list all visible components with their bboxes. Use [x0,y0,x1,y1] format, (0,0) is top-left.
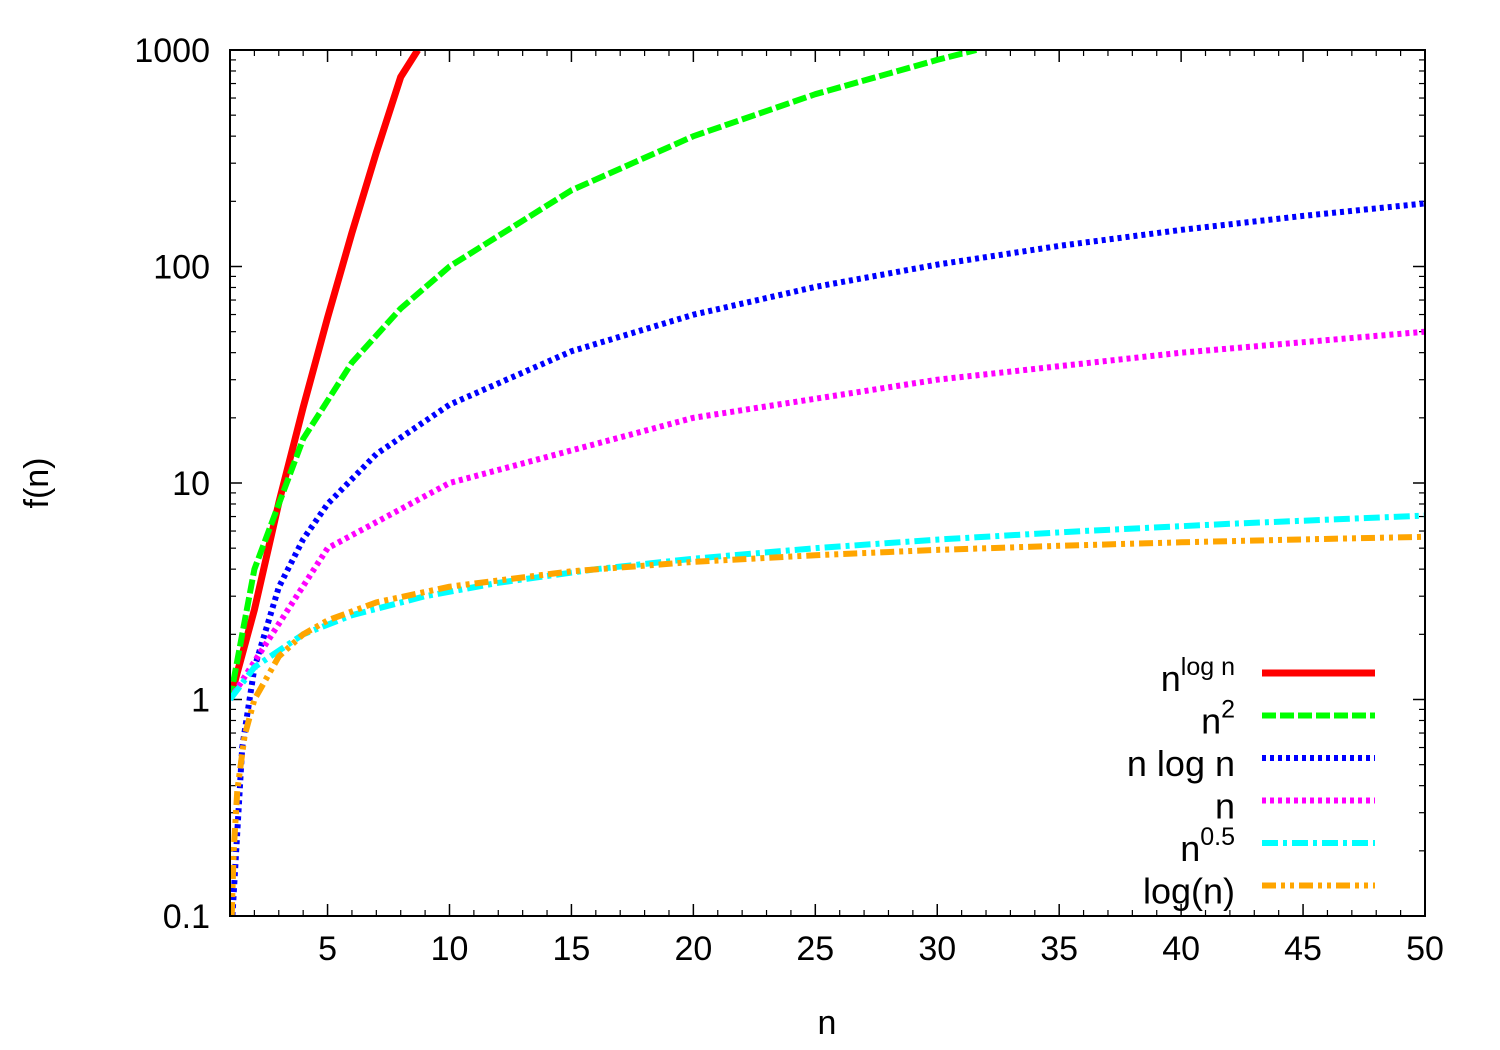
x-tick-label: 15 [553,930,591,968]
legend-label: n log n [1127,743,1235,784]
y-tick-label: 1 [191,682,210,720]
x-tick-label: 5 [318,930,337,968]
y-tick-label: 100 [153,249,210,287]
y-tick-label: 0.1 [163,898,210,936]
x-tick-label: 25 [796,930,834,968]
x-tick-label: 30 [918,930,956,968]
series-line-n-log-n [230,200,1425,916]
series-line-n-log-n [230,50,421,701]
x-tick-label: 10 [431,930,469,968]
x-tick-label: 35 [1040,930,1078,968]
x-axis-title: n [818,1004,837,1042]
tick-labels: 5 10 15 20 25 30 35 40 45 50 0.1 1 10 100 1000 [134,32,1444,968]
plot-frame [229,49,1426,917]
y-axis-title: f(n) [18,458,56,509]
series-layer [230,50,1425,916]
legend-label: n [1215,786,1235,827]
y-tick-label: 1000 [134,32,210,70]
x-tick-label: 20 [674,930,712,968]
y-tick-label: 10 [172,465,210,503]
x-tick-label: 45 [1284,930,1322,968]
x-tick-label: 40 [1162,930,1200,968]
series-line-log-n- [230,533,1425,916]
x-tick-label: 50 [1406,930,1444,968]
series-line-n [230,328,1425,702]
series-line-n-2 [230,50,978,701]
legend-label: log(n) [1143,871,1235,912]
